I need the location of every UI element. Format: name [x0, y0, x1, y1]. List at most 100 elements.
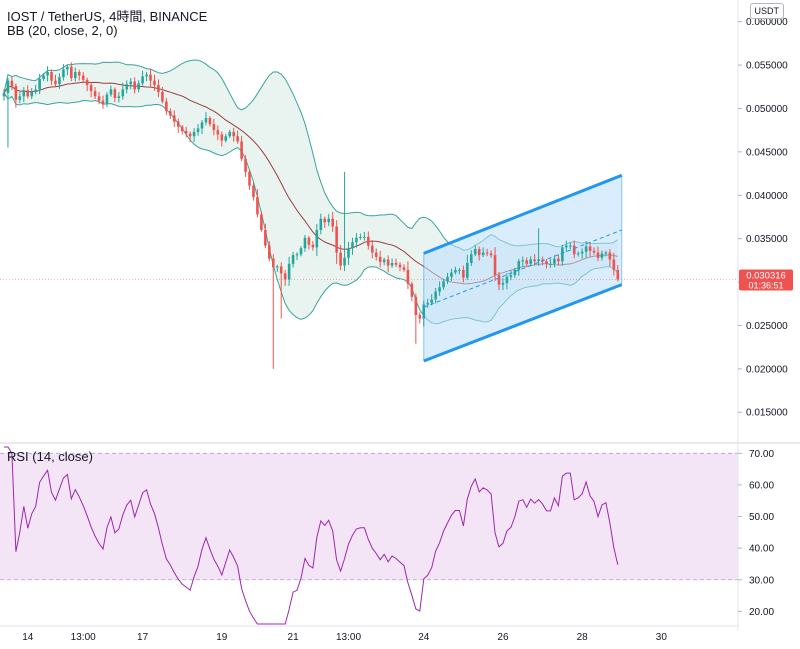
- candle[interactable]: [89, 82, 93, 98]
- candle[interactable]: [501, 277, 505, 291]
- candle[interactable]: [101, 95, 105, 109]
- candle[interactable]: [414, 293, 418, 344]
- candle[interactable]: [458, 267, 461, 275]
- candle[interactable]: [446, 272, 449, 285]
- candle[interactable]: [612, 252, 616, 276]
- candle[interactable]: [22, 87, 26, 102]
- candle[interactable]: [105, 92, 109, 108]
- candle[interactable]: [299, 246, 303, 257]
- candle[interactable]: [157, 79, 160, 98]
- candle[interactable]: [169, 108, 172, 119]
- candle[interactable]: [38, 73, 41, 95]
- candle[interactable]: [604, 250, 608, 257]
- candle[interactable]: [208, 116, 212, 127]
- candle[interactable]: [572, 240, 576, 259]
- candle[interactable]: [153, 74, 156, 91]
- candle[interactable]: [2, 88, 6, 101]
- candle[interactable]: [129, 78, 133, 90]
- candle[interactable]: [18, 92, 22, 104]
- candle[interactable]: [81, 72, 85, 84]
- candle[interactable]: [291, 251, 295, 268]
- candle[interactable]: [109, 85, 113, 97]
- candle[interactable]: [509, 270, 513, 281]
- candle[interactable]: [600, 250, 604, 261]
- candle[interactable]: [137, 80, 140, 93]
- candle[interactable]: [553, 255, 556, 268]
- candle[interactable]: [73, 67, 77, 82]
- candle[interactable]: [430, 294, 433, 306]
- candle[interactable]: [264, 223, 267, 248]
- candle[interactable]: [473, 245, 477, 257]
- candle[interactable]: [315, 224, 319, 257]
- candle[interactable]: [521, 256, 525, 267]
- candle[interactable]: [525, 257, 529, 268]
- candle[interactable]: [382, 257, 386, 266]
- candle[interactable]: [224, 133, 228, 143]
- candle[interactable]: [596, 246, 600, 262]
- candle[interactable]: [113, 87, 117, 103]
- candle[interactable]: [125, 80, 129, 94]
- candle[interactable]: [505, 273, 509, 290]
- candle[interactable]: [62, 64, 65, 81]
- candle[interactable]: [466, 254, 469, 281]
- candle[interactable]: [406, 261, 410, 290]
- candle[interactable]: [236, 130, 239, 144]
- candle[interactable]: [351, 237, 354, 255]
- candle[interactable]: [493, 247, 497, 282]
- candle[interactable]: [442, 279, 445, 290]
- candle[interactable]: [462, 265, 465, 283]
- candle[interactable]: [14, 83, 18, 108]
- candle[interactable]: [434, 287, 437, 304]
- candle[interactable]: [161, 87, 164, 104]
- candle[interactable]: [240, 135, 243, 161]
- candle[interactable]: [390, 258, 394, 268]
- candle[interactable]: [374, 248, 378, 261]
- candle[interactable]: [228, 129, 232, 139]
- candle[interactable]: [180, 124, 184, 135]
- candle[interactable]: [85, 77, 89, 92]
- candle[interactable]: [576, 251, 580, 257]
- candle[interactable]: [176, 118, 180, 134]
- candle[interactable]: [355, 233, 358, 248]
- candle[interactable]: [172, 110, 176, 127]
- candle[interactable]: [592, 247, 596, 255]
- candle[interactable]: [248, 169, 251, 190]
- candle[interactable]: [398, 262, 402, 272]
- candle[interactable]: [46, 66, 49, 82]
- candle[interactable]: [244, 155, 247, 177]
- candle[interactable]: [271, 254, 275, 369]
- candle[interactable]: [565, 240, 568, 252]
- candle[interactable]: [287, 256, 291, 286]
- candle[interactable]: [200, 120, 204, 135]
- candle[interactable]: [335, 220, 338, 264]
- candle[interactable]: [220, 131, 224, 147]
- candle[interactable]: [204, 112, 208, 126]
- candle[interactable]: [184, 126, 188, 138]
- candle[interactable]: [311, 241, 315, 251]
- channel-upper-line[interactable]: [423, 173, 623, 255]
- candle[interactable]: [307, 235, 311, 250]
- candle[interactable]: [133, 77, 136, 94]
- candle[interactable]: [359, 233, 362, 240]
- candle[interactable]: [165, 97, 168, 115]
- candle[interactable]: [331, 212, 334, 232]
- candle[interactable]: [363, 231, 366, 241]
- candle[interactable]: [545, 258, 548, 269]
- candle[interactable]: [343, 171, 346, 272]
- candle[interactable]: [121, 82, 125, 100]
- candle[interactable]: [34, 84, 37, 95]
- candle[interactable]: [295, 252, 299, 261]
- candle[interactable]: [327, 214, 331, 227]
- candle[interactable]: [386, 255, 390, 273]
- candle[interactable]: [517, 258, 521, 276]
- candle[interactable]: [410, 281, 414, 302]
- candle[interactable]: [260, 211, 263, 232]
- candle[interactable]: [10, 76, 14, 91]
- candle[interactable]: [232, 127, 235, 142]
- candle[interactable]: [469, 250, 473, 266]
- candle[interactable]: [58, 73, 61, 89]
- candle[interactable]: [549, 258, 552, 268]
- quote-currency-badge[interactable]: USDT: [749, 3, 784, 19]
- candle[interactable]: [6, 78, 10, 148]
